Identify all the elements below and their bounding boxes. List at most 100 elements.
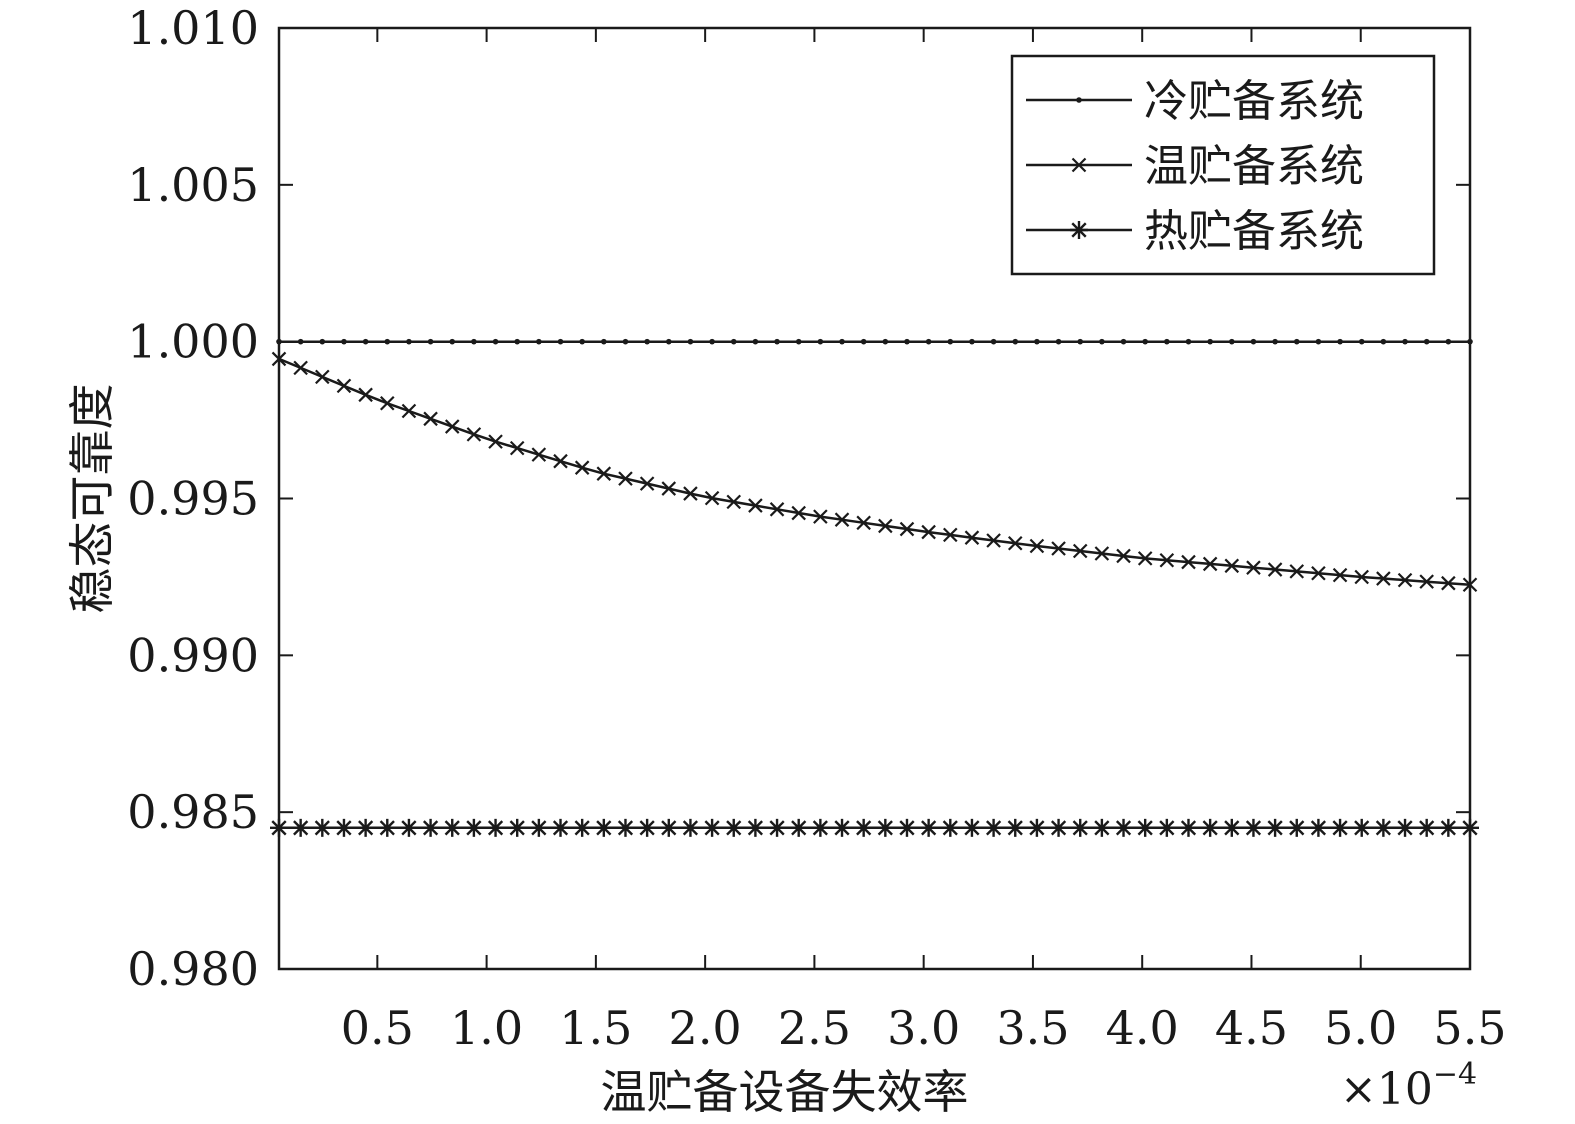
x-tick-label: 3.5: [996, 1001, 1069, 1055]
data-point: [1222, 818, 1241, 837]
x-tick-label: 2.5: [778, 1001, 851, 1055]
data-point: [1441, 575, 1456, 591]
y-axis-title: 稳态可靠度: [65, 384, 119, 614]
data-point: [1179, 818, 1198, 837]
data-point: [509, 440, 525, 456]
x-axis-multiplier-exponent: −4: [1433, 1057, 1477, 1092]
data-point: [406, 338, 412, 345]
data-point: [1114, 818, 1133, 837]
data-point: [919, 818, 938, 837]
x-tick-label: 3.0: [887, 1001, 960, 1055]
data-point: [969, 338, 975, 345]
data-point: [1309, 818, 1328, 837]
data-point: [384, 338, 391, 345]
data-point: [639, 476, 655, 491]
data-point: [336, 378, 352, 394]
x-axis-ticks: 0.5 1.0 1.5 2.0 2.5 3.0 3.5 4.0 4.5 5.0 5.5: [341, 28, 1507, 1055]
data-point: [1142, 338, 1148, 345]
data-point: [833, 818, 852, 837]
data-point: [423, 411, 438, 427]
data-point: [644, 338, 650, 345]
data-point: [1267, 562, 1283, 577]
data-point: [557, 338, 564, 345]
data-point: [618, 471, 633, 486]
data-point: [616, 818, 635, 837]
x-tick-label: 5.0: [1324, 1001, 1397, 1055]
data-point: [421, 818, 440, 837]
x-tick-label: 4.5: [1215, 1001, 1288, 1055]
data-point: [817, 338, 824, 345]
data-point: [962, 818, 981, 837]
x-tick-label: 5.5: [1433, 1001, 1506, 1055]
data-point: [1289, 564, 1305, 579]
legend-item: 冷贮备系统: [1026, 76, 1364, 127]
data-point: [362, 338, 369, 345]
y-tick-label: 0.980: [127, 942, 259, 996]
data-point: [834, 512, 850, 527]
data-point: [1419, 574, 1434, 589]
data-point: [947, 338, 954, 345]
series-line: [278, 357, 1471, 587]
data-point: [1185, 338, 1192, 345]
y-tick-label: 1.005: [127, 158, 259, 212]
data-point: [748, 498, 763, 513]
data-point: [334, 818, 353, 837]
data-point: [579, 338, 585, 345]
data-point: [943, 527, 958, 543]
data-point: [492, 338, 499, 345]
data-point: [471, 338, 477, 345]
data-point: [1094, 546, 1110, 561]
data-point: [665, 338, 672, 345]
data-point: [730, 338, 737, 345]
data-point: [1207, 338, 1213, 345]
data-point: [1137, 551, 1153, 566]
data-point: [313, 818, 332, 837]
data-point: [1331, 818, 1350, 837]
data-point: [768, 818, 787, 837]
data-point: [1012, 338, 1019, 345]
y-tick-label: 0.985: [127, 785, 259, 839]
x-axis-title: 温贮备设备失效率: [601, 1065, 969, 1119]
data-point: [795, 338, 802, 345]
data-point: [878, 518, 893, 534]
data-point: [1051, 541, 1066, 556]
x-tick-label: 0.5: [341, 1001, 414, 1055]
data-point: [964, 530, 980, 545]
data-point: [486, 818, 505, 837]
data-point: [769, 502, 785, 517]
series-3: [270, 818, 1479, 837]
data-point: [379, 395, 395, 411]
data-point: [319, 338, 326, 345]
data-point: [1293, 338, 1300, 345]
x-axis-multiplier-base: ×10: [1340, 1064, 1433, 1115]
legend-marker: [1070, 221, 1088, 239]
data-point: [724, 818, 743, 837]
data-point: [622, 338, 629, 345]
data-point: [1287, 818, 1306, 837]
data-point: [1396, 818, 1415, 837]
data-point: [687, 338, 694, 345]
data-point: [488, 434, 503, 449]
x-tick-label: 1.0: [450, 1001, 523, 1055]
data-point: [897, 818, 916, 837]
data-point: [1164, 338, 1170, 345]
data-point: [1272, 338, 1278, 345]
data-point: [1354, 569, 1370, 585]
data-point: [990, 338, 997, 345]
data-point: [1202, 556, 1218, 572]
data-point: [356, 818, 375, 837]
data-point: [1055, 338, 1062, 345]
data-point: [514, 338, 520, 345]
x-tick-label: 2.0: [669, 1001, 742, 1055]
data-point: [341, 338, 347, 345]
data-point: [1099, 338, 1105, 345]
data-point: [752, 338, 759, 345]
series-2: [271, 351, 1478, 593]
plot-frame: [277, 26, 1472, 971]
data-point: [1077, 338, 1084, 345]
data-point: [1352, 818, 1371, 837]
data-point: [681, 818, 700, 837]
data-point: [704, 490, 720, 506]
